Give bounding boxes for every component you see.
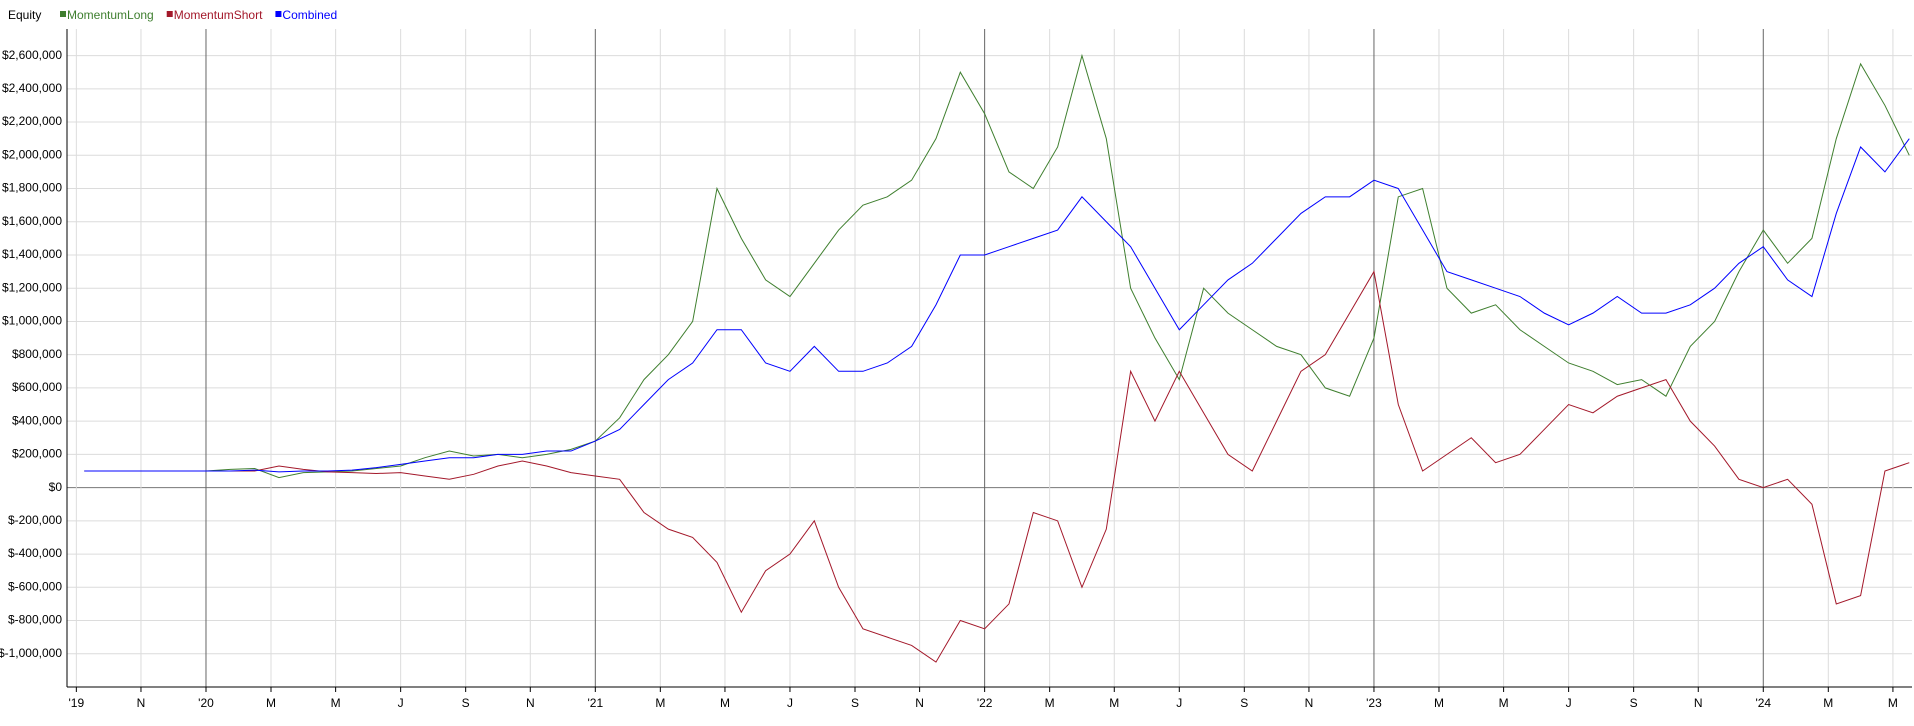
y-tick-label: $2,400,000 [2, 81, 62, 95]
x-tick-label: M [655, 696, 665, 710]
x-tick-label: '19 [69, 696, 85, 710]
x-tick-label: '24 [1755, 696, 1771, 710]
y-tick-label: $600,000 [12, 380, 62, 394]
x-tick-label: M [1434, 696, 1444, 710]
x-tick-label: J [1176, 696, 1182, 710]
y-tick-label: $1,400,000 [2, 247, 62, 261]
legend-swatch [275, 11, 282, 17]
x-tick-label: M [331, 696, 341, 710]
y-tick-label: $0 [49, 480, 63, 494]
y-tick-label: $1,800,000 [2, 181, 62, 195]
x-tick-label: M [1109, 696, 1119, 710]
y-tick-label: $-400,000 [8, 546, 62, 560]
y-tick-label: $400,000 [12, 413, 62, 427]
x-tick-label: N [137, 696, 146, 710]
legend-swatch [166, 11, 173, 17]
y-tick-label: $2,600,000 [2, 48, 62, 62]
y-tick-label: $200,000 [12, 447, 62, 461]
legend-swatch [60, 11, 66, 17]
x-tick-label: J [398, 696, 404, 710]
legend-label: MomentumShort [174, 8, 263, 22]
legend-label: MomentumLong [67, 8, 154, 22]
x-tick-label: M [1499, 696, 1509, 710]
y-tick-label: $2,000,000 [2, 147, 62, 161]
y-tick-label: $-200,000 [8, 513, 62, 527]
y-tick-label: $800,000 [12, 347, 62, 361]
chart-title: Equity [8, 8, 41, 22]
series-line [84, 138, 1910, 473]
series-line [84, 53, 1910, 479]
x-tick-label: '22 [977, 696, 993, 710]
x-tick-label: S [1240, 696, 1248, 710]
x-tick-label: N [526, 696, 535, 710]
x-tick-label: N [915, 696, 924, 710]
x-tick-label: J [1566, 696, 1572, 710]
y-tick-label: $-600,000 [8, 579, 62, 593]
y-tick-label: $1,600,000 [2, 214, 62, 228]
legend-label: Combined [282, 8, 337, 22]
x-tick-label: M [266, 696, 276, 710]
x-tick-label: '23 [1366, 696, 1382, 710]
y-tick-label: $1,000,000 [2, 314, 62, 328]
x-tick-label: S [462, 696, 470, 710]
series-line [84, 270, 1910, 663]
x-tick-label: J [787, 696, 793, 710]
y-tick-label: $-800,000 [8, 613, 62, 627]
x-tick-label: N [1305, 696, 1314, 710]
y-tick-label: $1,200,000 [2, 280, 62, 294]
x-tick-label: '20 [198, 696, 214, 710]
x-tick-label: M [720, 696, 730, 710]
x-tick-label: M [1888, 696, 1898, 710]
x-tick-label: '21 [587, 696, 603, 710]
x-tick-label: S [851, 696, 859, 710]
y-tick-label: $2,200,000 [2, 114, 62, 128]
y-tick-label: $-1,000,000 [0, 646, 62, 660]
x-tick-label: M [1823, 696, 1833, 710]
x-tick-label: S [1630, 696, 1638, 710]
x-tick-label: N [1694, 696, 1703, 710]
x-tick-label: M [1045, 696, 1055, 710]
